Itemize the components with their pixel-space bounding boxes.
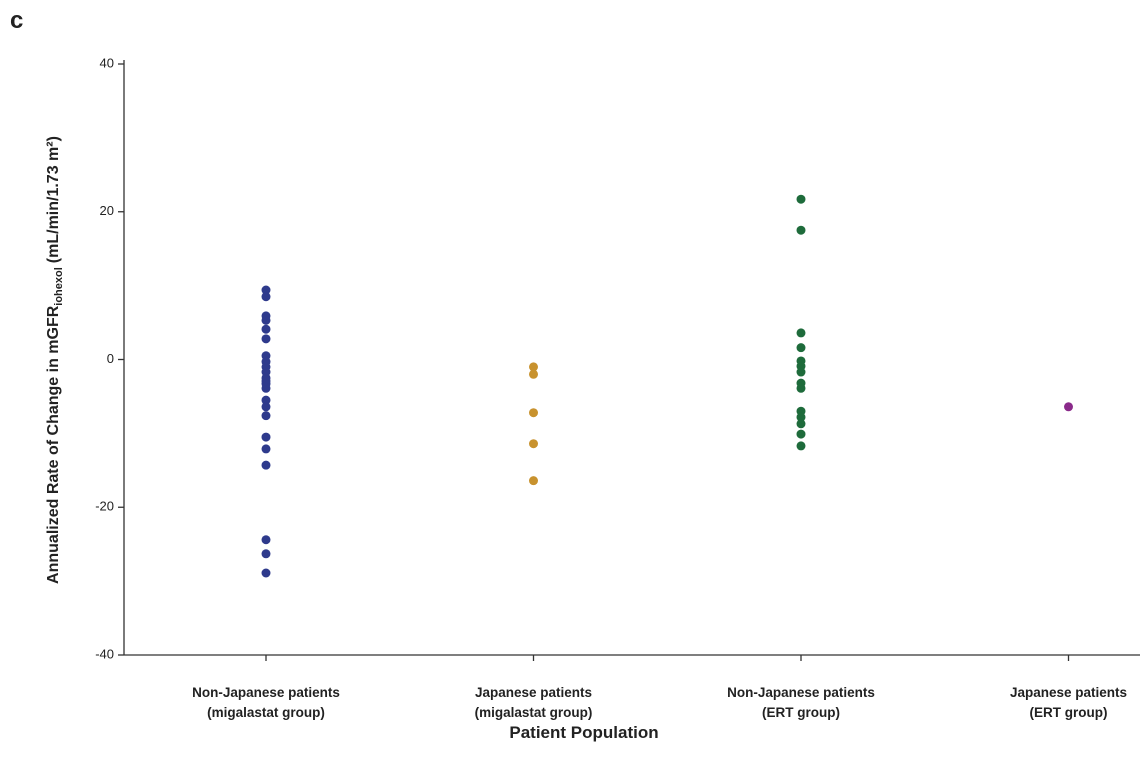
x-tick-label: (ERT group): [1030, 705, 1108, 720]
data-point: [261, 285, 271, 295]
data-point: [261, 383, 271, 393]
data-point: [796, 419, 806, 429]
x-tick-label: Japanese patients: [1010, 685, 1127, 700]
data-point: [261, 549, 271, 559]
x-axis-label: Patient Population: [509, 723, 658, 742]
x-tick-label: Non-Japanese patients: [192, 685, 340, 700]
x-tick-label: Non-Japanese patients: [727, 685, 875, 700]
data-point: [261, 324, 271, 334]
x-tick-label: (ERT group): [762, 705, 840, 720]
data-point: [529, 369, 538, 379]
data-point: [261, 535, 271, 545]
data-point: [796, 343, 806, 353]
y-label-subscript: iohexol: [53, 267, 65, 306]
data-point: [261, 315, 271, 325]
x-tick-label: (migalastat group): [475, 705, 593, 720]
data-point: [261, 444, 271, 454]
y-tick-label: -20: [95, 499, 114, 514]
data-point: [261, 395, 271, 405]
data-point: [261, 432, 271, 442]
x-tick-label: (migalastat group): [207, 705, 325, 720]
data-point: [796, 225, 806, 235]
x-tick-label: Japanese patients: [475, 685, 592, 700]
y-label-unit: (mL/min/1.73 m²): [45, 136, 62, 263]
data-point: [796, 194, 806, 204]
data-point: [796, 328, 806, 338]
data-point: [796, 429, 806, 439]
data-point: [796, 383, 806, 393]
data-point: [261, 292, 271, 302]
panel-label: c: [10, 7, 23, 34]
data-point: [261, 334, 271, 344]
y-tick-label: 20: [100, 203, 114, 218]
data-point: [529, 362, 538, 372]
data-point: [261, 460, 271, 470]
y-tick-label: 40: [100, 55, 114, 70]
data-point: [796, 441, 806, 451]
data-point: [796, 367, 806, 377]
y-label-main: Annualized Rate of Change in mGFR: [45, 305, 62, 584]
data-point: [261, 402, 271, 412]
y-tick-label: 0: [107, 351, 114, 366]
data-point: [1064, 402, 1073, 412]
data-point: [529, 476, 538, 486]
data-point: [261, 568, 271, 578]
y-axis-label: Annualized Rate of Change in mGFRiohexol…: [45, 136, 65, 584]
data-point: [796, 412, 806, 422]
y-tick-label: -40: [95, 646, 114, 661]
data-point: [261, 411, 271, 421]
data-point: [529, 439, 538, 449]
data-point: [529, 408, 538, 418]
